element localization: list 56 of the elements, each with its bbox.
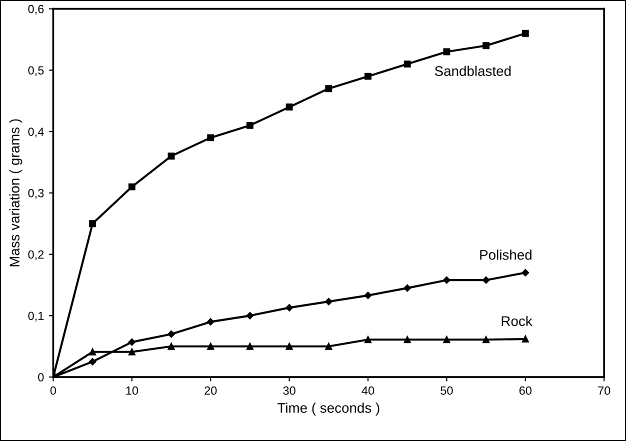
point [168, 330, 175, 338]
point [364, 292, 372, 300]
point [286, 304, 293, 312]
point [128, 338, 136, 346]
point [207, 134, 214, 142]
point [286, 104, 293, 110]
y-axis-title: Mass variation ( grams ) [9, 119, 22, 266]
point [522, 269, 530, 276]
point [206, 318, 214, 326]
point [89, 220, 96, 228]
point [482, 336, 490, 344]
y-tick-label: 0,2 [28, 250, 44, 260]
x-tick-label: 50 [440, 386, 453, 395]
series-label: Sandblasted [434, 66, 511, 76]
x-tick-label: 10 [126, 386, 138, 395]
x-tick-label: 40 [362, 386, 374, 395]
point [246, 312, 254, 320]
x-tick-label: 20 [204, 386, 217, 395]
point [168, 152, 175, 160]
point [128, 348, 136, 356]
x-tick-label: 60 [519, 386, 532, 395]
point [443, 276, 450, 284]
point [443, 48, 450, 56]
y-tick-label: 0,3 [28, 188, 44, 199]
point [522, 336, 529, 342]
point [325, 342, 332, 350]
point [286, 342, 293, 350]
x-tick-label: 70 [598, 386, 610, 395]
point [482, 42, 490, 50]
point [404, 60, 411, 68]
point [364, 336, 372, 344]
point [246, 122, 254, 129]
point [443, 336, 450, 344]
point [207, 342, 214, 350]
point [482, 276, 490, 284]
x-axis-title: Time ( seconds ) [278, 402, 380, 416]
point [88, 358, 96, 366]
x-tick-label: 0 [50, 386, 56, 395]
point [325, 85, 332, 92]
series-label: Polished [480, 250, 532, 260]
y-tick-label: 0 [38, 373, 44, 382]
point [404, 284, 411, 292]
point [522, 30, 529, 37]
y-tick-label: 0,1 [28, 312, 44, 322]
series-label: Rock [502, 316, 532, 326]
y-tick-label: 0,5 [28, 66, 44, 76]
point [168, 342, 175, 350]
point [404, 336, 411, 344]
y-tick-label: 0,4 [28, 128, 44, 138]
point [364, 72, 372, 80]
point [89, 348, 96, 356]
y-tick-label: 0,6 [28, 4, 44, 15]
point [128, 183, 136, 190]
x-tick-label: 30 [283, 386, 296, 395]
point [325, 298, 332, 306]
point [246, 342, 254, 350]
